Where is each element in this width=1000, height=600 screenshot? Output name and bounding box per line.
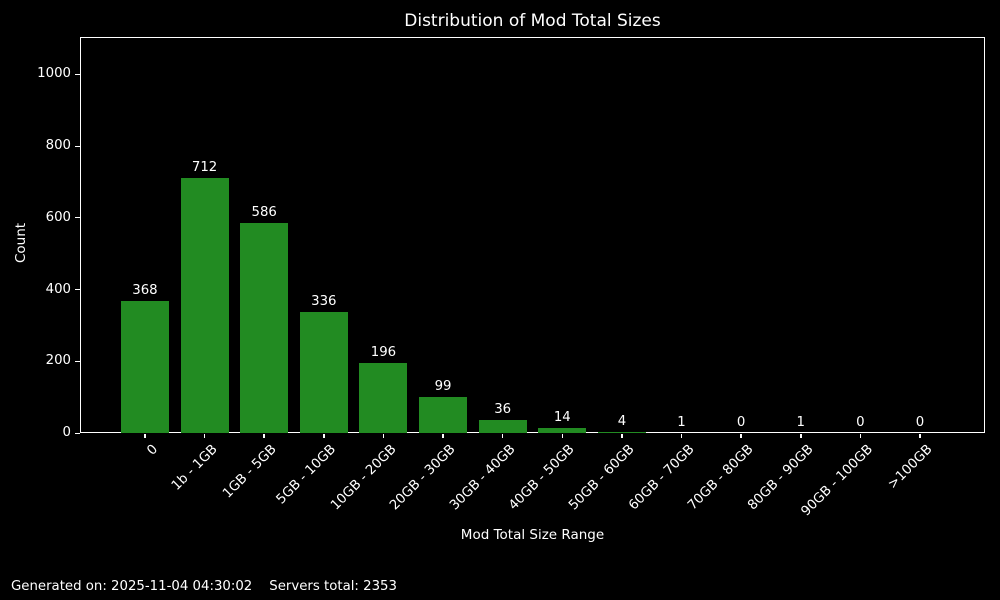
bar-value-label: 368	[132, 283, 158, 298]
bar	[479, 420, 527, 433]
bar-value-label: 336	[311, 294, 337, 310]
y-tick-mark	[75, 432, 80, 434]
x-axis-label: Mod Total Size Range	[460, 527, 605, 543]
x-tick-mark	[203, 434, 206, 438]
y-tick-mark	[75, 145, 80, 147]
x-tick-label: 0	[143, 442, 161, 459]
x-tick-label: 5GB - 10GB	[274, 442, 340, 508]
y-tick-label: 600	[45, 209, 71, 225]
y-tick-mark	[75, 73, 80, 75]
bar	[359, 362, 407, 433]
x-tick-mark	[859, 434, 862, 438]
x-tick-mark	[442, 434, 444, 438]
chart-title: Distribution of Mod Total Sizes	[404, 11, 661, 31]
bar-value-label: 99	[434, 379, 452, 395]
y-tick-label: 800	[45, 138, 71, 154]
x-tick-mark	[144, 434, 146, 438]
bar	[240, 222, 288, 433]
y-tick-label: 1000	[37, 66, 71, 82]
x-tick-mark	[919, 434, 921, 438]
x-tick-mark	[323, 434, 325, 438]
x-tick-mark	[800, 434, 802, 438]
y-tick-label: 400	[45, 281, 71, 297]
y-tick-mark	[75, 360, 80, 362]
bar-value-label: 0	[915, 415, 925, 430]
x-tick-mark	[501, 434, 504, 438]
y-tick-mark	[75, 289, 80, 291]
generated-timestamp: Generated on: 2025-11-04 04:30:02	[11, 579, 253, 594]
bar	[598, 431, 646, 433]
bar-value-label: 4	[617, 413, 627, 429]
bar	[300, 312, 348, 433]
x-tick-mark	[382, 434, 385, 438]
bar-value-label: 0	[736, 415, 746, 430]
x-tick-mark	[561, 434, 564, 438]
bar-value-label: 196	[370, 344, 397, 360]
bar	[419, 397, 467, 433]
y-axis-label: Count	[13, 222, 29, 264]
bar-value-label: 14	[553, 409, 571, 425]
bar-value-label: 1	[796, 414, 805, 430]
footer: Generated on: 2025-11-04 04:30:02 Servers…	[11, 579, 397, 594]
x-tick-label: >100GB	[885, 442, 936, 493]
x-tick-mark	[263, 434, 265, 438]
y-tick-label: 0	[62, 425, 71, 440]
bar	[181, 177, 229, 433]
y-tick-label: 200	[45, 353, 71, 369]
bar-value-label: 586	[251, 204, 277, 220]
bar	[538, 427, 586, 433]
bar-value-label: 0	[856, 415, 865, 430]
plot-area	[80, 37, 985, 433]
x-tick-mark	[621, 434, 623, 438]
x-tick-label: 1GB - 5GB	[220, 442, 280, 502]
servers-total-count: Servers total: 2353	[269, 579, 397, 594]
bar-value-label: 1	[677, 414, 686, 430]
x-tick-label: 1b - 1GB	[168, 442, 221, 494]
x-tick-mark	[740, 434, 742, 438]
bar	[121, 301, 169, 433]
bar-value-label: 712	[191, 159, 218, 175]
bar-value-label: 36	[494, 402, 512, 418]
x-tick-mark	[680, 434, 683, 438]
y-tick-mark	[75, 217, 80, 219]
